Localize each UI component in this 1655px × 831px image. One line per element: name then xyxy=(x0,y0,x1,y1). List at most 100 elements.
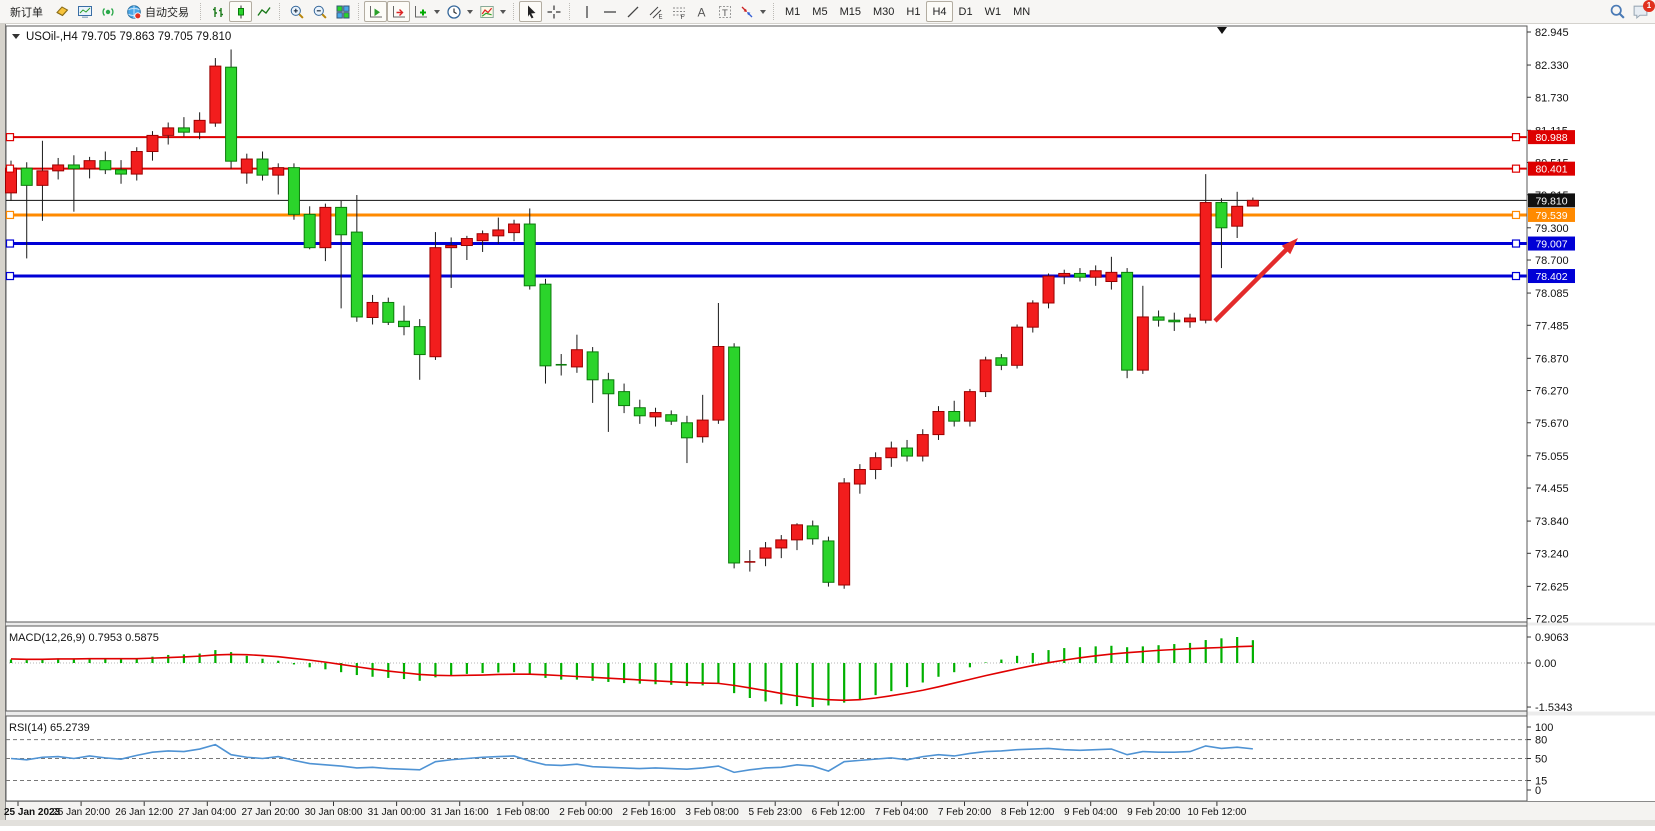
zoom-in-icon xyxy=(290,5,304,19)
line-handle[interactable] xyxy=(5,271,15,281)
candle-body xyxy=(963,391,976,422)
chart-shift-button[interactable] xyxy=(387,1,410,22)
price-line-label-text: 80.988 xyxy=(1535,132,1567,144)
candle-body xyxy=(806,525,819,540)
candle-body xyxy=(822,540,835,583)
candle-body xyxy=(1026,302,1039,328)
pane-splitter[interactable] xyxy=(6,711,1655,716)
periods-button[interactable] xyxy=(443,1,476,22)
new-order-button[interactable]: 新订单 xyxy=(3,1,50,22)
time-tick-label: 27 Jan 04:00 xyxy=(178,807,236,818)
horizontal-line-button[interactable] xyxy=(598,1,621,22)
price-tick-label: 79.300 xyxy=(1535,223,1569,235)
templates-button[interactable] xyxy=(476,1,509,22)
trend-arrow[interactable] xyxy=(1213,238,1298,323)
toolbar-separator xyxy=(279,3,281,20)
candle-body xyxy=(838,482,851,586)
candle-body xyxy=(130,151,143,175)
window-left-edge xyxy=(0,24,5,826)
line-chart-icon xyxy=(256,6,271,16)
zoom-out-icon xyxy=(313,5,327,19)
candle-body xyxy=(539,283,552,367)
notifications-button[interactable]: 1 xyxy=(1629,0,1655,22)
time-marker-icon[interactable] xyxy=(1217,27,1227,34)
arrows-button[interactable] xyxy=(736,1,769,22)
time-tick-label: 10 Feb 12:00 xyxy=(1187,807,1246,818)
line-handle[interactable] xyxy=(5,239,15,248)
macd-tick-label: -1.5343 xyxy=(1535,702,1572,714)
candle-body xyxy=(240,158,253,174)
line-handle[interactable] xyxy=(5,164,15,173)
text-label-icon: T xyxy=(718,5,731,19)
line-chart-button[interactable] xyxy=(252,1,275,22)
price-line-label-text: 78.402 xyxy=(1535,271,1567,283)
line-handle[interactable] xyxy=(1511,164,1521,173)
timeframe-MN[interactable]: MN xyxy=(1007,1,1036,22)
auto-scroll-button[interactable] xyxy=(364,1,387,22)
time-tick-label: 9 Feb 20:00 xyxy=(1127,807,1181,818)
line-handle[interactable] xyxy=(1511,133,1521,142)
timeframe-M5[interactable]: M5 xyxy=(806,1,833,22)
crosshair-icon xyxy=(547,5,560,18)
rsi-tick-label: 80 xyxy=(1535,735,1547,747)
candle-body xyxy=(602,379,615,395)
toolbar-separator xyxy=(358,3,360,20)
candle-body xyxy=(67,164,80,170)
trendline-icon xyxy=(627,6,638,17)
profiles-button[interactable] xyxy=(50,1,73,22)
price-line-label xyxy=(1528,193,1575,208)
line-handle[interactable] xyxy=(1511,239,1521,248)
candle-body xyxy=(99,160,112,171)
symbol-dropdown-icon[interactable] xyxy=(12,34,20,39)
indicators-button[interactable] xyxy=(410,1,443,22)
timeframe-H1[interactable]: H1 xyxy=(900,1,926,22)
line-handle[interactable] xyxy=(5,210,15,220)
time-tick-label: 30 Jan 08:00 xyxy=(305,807,363,818)
signals-button[interactable] xyxy=(96,1,119,22)
new-chart-icon xyxy=(77,5,92,18)
dropdown-caret-icon xyxy=(500,9,506,14)
channel-button[interactable]: E xyxy=(644,1,667,22)
candle-body xyxy=(20,167,33,186)
price-tick-label: 78.700 xyxy=(1535,255,1569,267)
price-tick-label: 82.330 xyxy=(1535,60,1569,72)
tile-windows-button[interactable] xyxy=(331,1,354,22)
time-tick-label: 1 Feb 08:00 xyxy=(496,807,550,818)
zoom-in-button[interactable] xyxy=(285,1,308,22)
text-label-button[interactable]: T xyxy=(713,1,736,22)
search-button[interactable] xyxy=(1606,1,1629,22)
candle-body xyxy=(869,457,882,471)
candle-body xyxy=(335,206,348,236)
vertical-line-button[interactable] xyxy=(575,1,598,22)
timeframe-M30[interactable]: M30 xyxy=(867,1,900,22)
price-line-label xyxy=(1528,161,1575,176)
chart-window[interactable]: USOil-,H4 79.705 79.863 79.705 79.810 82.… xyxy=(0,24,1655,826)
pane-splitter[interactable] xyxy=(6,622,1655,626)
timeframe-M15[interactable]: M15 xyxy=(834,1,867,22)
candle-body xyxy=(319,206,332,249)
trendline-button[interactable] xyxy=(621,1,644,22)
candle-body xyxy=(1231,205,1244,227)
text-button[interactable]: A xyxy=(690,1,713,22)
cursor-button[interactable] xyxy=(519,1,542,22)
auto-trading-button[interactable]: 自动交易 xyxy=(119,1,196,22)
candle-body xyxy=(570,349,583,368)
timeframe-M1[interactable]: M1 xyxy=(779,1,806,22)
macd-tick-label: 0.00 xyxy=(1535,658,1556,670)
svg-text:T: T xyxy=(722,8,728,19)
timeframe-W1[interactable]: W1 xyxy=(979,1,1008,22)
timeframe-H4[interactable]: H4 xyxy=(926,1,953,22)
timeframe-D1[interactable]: D1 xyxy=(953,1,979,22)
line-handle[interactable] xyxy=(1511,210,1521,220)
chart-canvas[interactable]: USOil-,H4 79.705 79.863 79.705 79.810 82.… xyxy=(0,24,1655,826)
line-handle[interactable] xyxy=(5,133,15,142)
crosshair-button[interactable] xyxy=(542,1,565,22)
bar-chart-button[interactable] xyxy=(206,1,229,22)
fibonacci-button[interactable]: F xyxy=(667,1,690,22)
new-chart-button[interactable] xyxy=(73,1,96,22)
candle-body xyxy=(508,223,521,234)
candlestick-chart-button[interactable] xyxy=(229,1,252,22)
line-handle[interactable] xyxy=(1511,271,1521,281)
zoom-out-button[interactable] xyxy=(308,1,331,22)
candle-body xyxy=(287,167,300,215)
